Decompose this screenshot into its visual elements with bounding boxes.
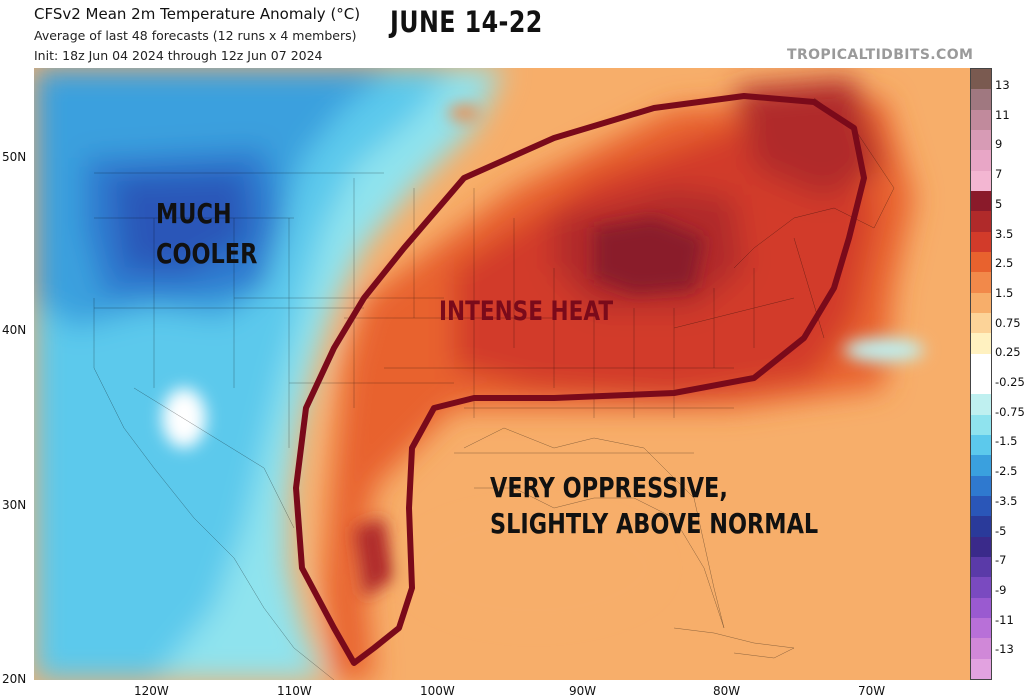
colorbar-segment bbox=[971, 475, 991, 496]
colorbar bbox=[970, 68, 992, 680]
colorbar-segment bbox=[971, 69, 991, 90]
colorbar-label: 0.25 bbox=[995, 345, 1021, 360]
map-title: CFSv2 Mean 2m Temperature Anomaly (°C) bbox=[34, 5, 361, 23]
annotation-very-oppressive: VERY OPPRESSIVE, SLIGHTLY ABOVE NORMAL bbox=[490, 470, 818, 542]
annotation-intense-heat: INTENSE HEAT bbox=[439, 296, 614, 327]
lat-label: 30N bbox=[2, 498, 27, 512]
lat-label: 40N bbox=[2, 323, 27, 337]
colorbar-label: 2.5 bbox=[995, 256, 1014, 271]
colorbar-segment bbox=[971, 658, 991, 679]
colorbar-segment bbox=[971, 556, 991, 578]
lon-label: 70W bbox=[858, 684, 886, 698]
colorbar-segment bbox=[971, 638, 991, 659]
colorbar-segment bbox=[971, 353, 991, 374]
colorbar-label: -3.5 bbox=[995, 493, 1018, 508]
colorbar-segment bbox=[971, 272, 991, 293]
colorbar-segment bbox=[971, 455, 991, 476]
colorbar-segment bbox=[971, 89, 991, 110]
init-time: Init: 18z Jun 04 2024 through 12z Jun 07… bbox=[34, 48, 323, 63]
colorbar-segment bbox=[971, 170, 991, 191]
map-subtitle: Average of last 48 forecasts (12 runs x … bbox=[34, 28, 357, 43]
colorbar-label: -0.75 bbox=[995, 404, 1024, 419]
anomaly-field bbox=[34, 68, 970, 680]
colorbar-label: -11 bbox=[995, 612, 1014, 627]
colorbar-label: 7 bbox=[995, 167, 1003, 182]
colorbar-segment bbox=[971, 312, 991, 334]
source-credit: TROPICALTIDBITS.COM bbox=[787, 47, 974, 63]
date-range-headline: JUNE 14-22 bbox=[390, 5, 543, 39]
colorbar-segment bbox=[971, 597, 991, 618]
colorbar-label: 13 bbox=[995, 78, 1010, 92]
colorbar-label: -5 bbox=[995, 523, 1007, 538]
colorbar-segment bbox=[971, 190, 991, 212]
colorbar-segment bbox=[971, 495, 991, 517]
colorbar-segment bbox=[971, 211, 991, 232]
colorbar-label: -7 bbox=[995, 553, 1007, 568]
colorbar-label: 3.5 bbox=[995, 226, 1014, 241]
lat-label: 20N bbox=[2, 672, 27, 686]
lat-label: 50N bbox=[2, 150, 27, 164]
colorbar-segment bbox=[971, 333, 991, 354]
colorbar-segment bbox=[971, 414, 991, 435]
header: CFSv2 Mean 2m Temperature Anomaly (°C) A… bbox=[0, 0, 1024, 70]
colorbar-segment bbox=[971, 292, 991, 313]
colorbar-label: -0.25 bbox=[995, 375, 1024, 389]
annotation-line: SLIGHTLY ABOVE NORMAL bbox=[490, 507, 819, 540]
temperature-anomaly-map: MUCH COOLER INTENSE HEAT VERY OPPRESSIVE… bbox=[34, 68, 970, 680]
annotation-line: COOLER bbox=[156, 237, 258, 270]
colorbar-segment bbox=[971, 617, 991, 639]
colorbar-segment bbox=[971, 394, 991, 415]
colorbar-segment bbox=[971, 150, 991, 171]
annotation-line: VERY OPPRESSIVE, bbox=[490, 471, 728, 504]
colorbar-segment bbox=[971, 129, 991, 151]
colorbar-label: 9 bbox=[995, 137, 1003, 152]
colorbar-label: -1.5 bbox=[995, 434, 1018, 449]
lon-label: 90W bbox=[569, 684, 597, 698]
colorbar-segment bbox=[971, 516, 991, 537]
colorbar-segment bbox=[971, 373, 991, 395]
colorbar-segment bbox=[971, 434, 991, 456]
colorbar-segment bbox=[971, 251, 991, 273]
colorbar-segment bbox=[971, 536, 991, 557]
heat-outline bbox=[293, 93, 867, 666]
lon-label: 110W bbox=[277, 684, 312, 698]
lon-label: 100W bbox=[420, 684, 455, 698]
colorbar-label: 0.75 bbox=[995, 315, 1021, 330]
colorbar-label: 5 bbox=[995, 196, 1003, 211]
colorbar-segment bbox=[971, 109, 991, 130]
annotation-line: MUCH bbox=[156, 197, 232, 230]
annotation-much-cooler: MUCH COOLER bbox=[156, 194, 257, 274]
colorbar-label: -9 bbox=[995, 582, 1007, 597]
colorbar-label: -2.5 bbox=[995, 464, 1018, 479]
lon-label: 80W bbox=[713, 684, 741, 698]
colorbar-label: 1.5 bbox=[995, 285, 1014, 300]
colorbar-label: 11 bbox=[995, 107, 1010, 122]
colorbar-segment bbox=[971, 231, 991, 252]
lon-label: 120W bbox=[134, 684, 169, 698]
colorbar-label: -13 bbox=[995, 642, 1014, 657]
colorbar-segment bbox=[971, 577, 991, 598]
